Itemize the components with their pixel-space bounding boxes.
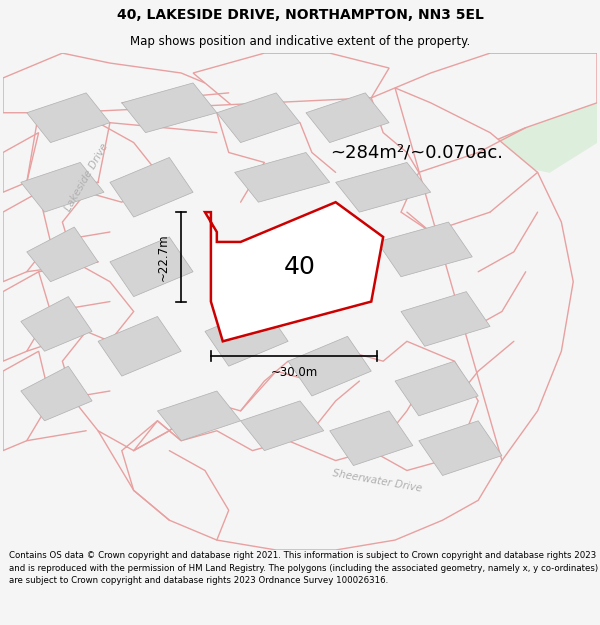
Polygon shape xyxy=(21,297,92,351)
Polygon shape xyxy=(288,336,371,396)
Polygon shape xyxy=(395,361,478,416)
Text: 40, LAKESIDE DRIVE, NORTHAMPTON, NN3 5EL: 40, LAKESIDE DRIVE, NORTHAMPTON, NN3 5EL xyxy=(116,8,484,22)
Polygon shape xyxy=(3,272,50,361)
Text: Map shows position and indicative extent of the property.: Map shows position and indicative extent… xyxy=(130,35,470,48)
Polygon shape xyxy=(217,93,300,142)
Polygon shape xyxy=(490,53,597,172)
Polygon shape xyxy=(3,351,50,451)
Polygon shape xyxy=(241,401,324,451)
Polygon shape xyxy=(205,306,288,366)
Polygon shape xyxy=(21,162,104,212)
Polygon shape xyxy=(3,132,38,192)
Polygon shape xyxy=(193,53,389,112)
Polygon shape xyxy=(157,391,241,441)
Polygon shape xyxy=(235,152,330,202)
Polygon shape xyxy=(395,88,573,461)
Polygon shape xyxy=(27,227,98,282)
Text: Contains OS data © Crown copyright and database right 2021. This information is : Contains OS data © Crown copyright and d… xyxy=(9,551,598,585)
Polygon shape xyxy=(3,192,50,282)
Polygon shape xyxy=(330,411,413,466)
Polygon shape xyxy=(306,93,389,142)
Polygon shape xyxy=(21,366,92,421)
Polygon shape xyxy=(205,202,383,341)
Polygon shape xyxy=(62,53,597,550)
Text: Lakeside Drive: Lakeside Drive xyxy=(62,142,110,213)
Polygon shape xyxy=(98,316,181,376)
Polygon shape xyxy=(110,158,193,217)
Polygon shape xyxy=(335,162,431,212)
Text: ~284m²/~0.070ac.: ~284m²/~0.070ac. xyxy=(330,144,503,161)
Text: ~30.0m: ~30.0m xyxy=(271,366,317,379)
Polygon shape xyxy=(377,222,472,277)
Text: 40: 40 xyxy=(284,255,316,279)
Polygon shape xyxy=(122,83,217,132)
Polygon shape xyxy=(27,93,110,142)
Polygon shape xyxy=(401,292,490,346)
Polygon shape xyxy=(419,421,502,476)
Text: ~22.7m: ~22.7m xyxy=(157,233,169,281)
Polygon shape xyxy=(3,53,241,132)
Text: Sheerwater Drive: Sheerwater Drive xyxy=(332,468,423,493)
Polygon shape xyxy=(110,237,193,297)
